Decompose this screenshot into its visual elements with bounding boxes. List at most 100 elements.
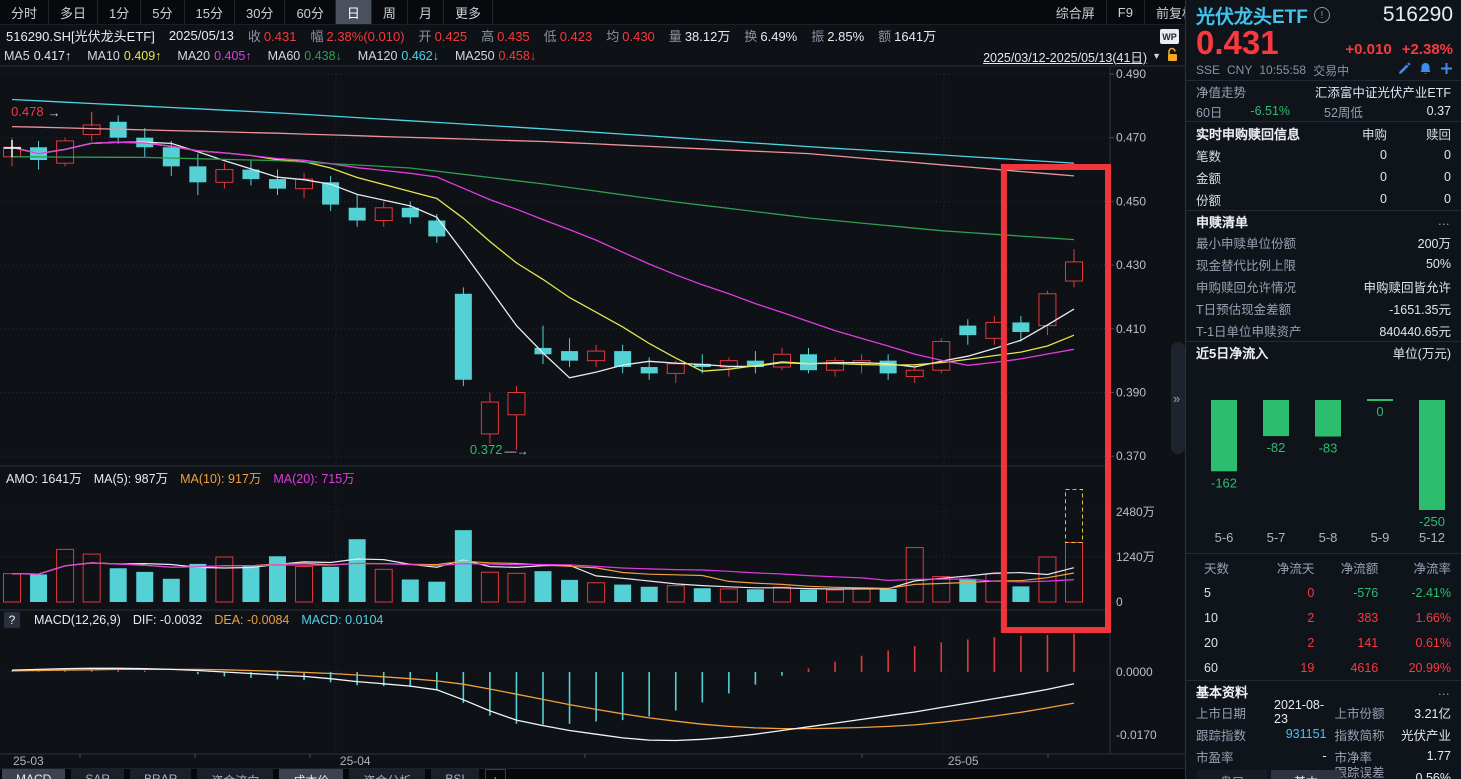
candle-body-down	[454, 293, 472, 380]
flow-header-净流率: 净流率	[1413, 561, 1451, 576]
exchange-label: SSE	[1196, 63, 1221, 77]
amount-bars	[3, 530, 1083, 603]
amo-item-label: MA(10):	[180, 472, 229, 486]
period-button-多日[interactable]: 多日	[49, 0, 99, 24]
d60-label: 60日	[1196, 105, 1223, 120]
flow-table-row: 60 19 4616 20.99%	[1186, 655, 1461, 680]
period-button-1分[interactable]: 1分	[98, 0, 142, 24]
quote-field-value: 0.435	[497, 28, 530, 44]
quote-field-value: 0.431	[263, 28, 297, 44]
shenshu-label: T-1日单位申赎资产	[1196, 324, 1302, 339]
ma-value: 0.438↓	[304, 49, 342, 63]
period-button-5分[interactable]: 5分	[141, 0, 185, 24]
indicator-tab-MACD[interactable]: MACD	[2, 769, 66, 779]
realtime-row: 金额 0 0	[1186, 166, 1461, 188]
month-label-25-03: 25-03	[13, 754, 44, 768]
date-range-selector[interactable]: 2025/03/12-2025/05/13(41日)	[983, 50, 1148, 65]
quote-field-value: 2.38%(0.010)	[326, 28, 405, 44]
quote-field-量: 量 38.12万	[669, 26, 731, 45]
macd-help-icon[interactable]: ?	[4, 612, 20, 628]
macd-name: MACD(12,26,9)	[34, 613, 121, 627]
unlock-icon[interactable]	[1166, 47, 1179, 65]
quote-field-振: 振 2.85%	[811, 26, 864, 45]
inflow-bar	[1315, 400, 1341, 437]
period-button-60分[interactable]: 60分	[285, 0, 336, 24]
shenshu-value: 申购赎回皆允许	[1363, 280, 1451, 295]
basic-label: 跟踪误差1Y	[1334, 765, 1385, 779]
panel-expand-handle[interactable]	[1171, 342, 1185, 454]
indicator-tab-成本价[interactable]: 成本价	[279, 769, 344, 779]
price-axis-label: 0.390	[1116, 386, 1146, 400]
period-button-周[interactable]: 周	[372, 0, 408, 24]
amo-item: AMO: 1641万	[6, 468, 82, 487]
flow-cell: 2	[1307, 635, 1315, 650]
add-plus-icon[interactable]	[1440, 62, 1453, 78]
candle-body-down	[614, 351, 632, 368]
edit-pencil-icon[interactable]	[1398, 62, 1411, 78]
flow-cell: 5	[1204, 585, 1211, 600]
quote-field-label: 换	[744, 28, 758, 44]
candle-body-down	[401, 207, 419, 218]
amo-item-value: 987万	[134, 472, 169, 486]
nav-label: 净值走势	[1196, 85, 1247, 100]
low-annotation-arrow: —→	[504, 444, 528, 458]
realtime-row: 份额 0 0	[1186, 188, 1461, 210]
info-icon[interactable]: !	[1313, 7, 1330, 23]
candlestick-chart[interactable]: 0.490 0.470 0.450 0.430 0.410 0.390 0.370 2480万…	[0, 0, 1185, 779]
panel-tab-盘口[interactable]: 盘口	[1197, 770, 1267, 779]
price-ma250-line	[11, 125, 1075, 177]
amount-axis-label: 0	[1116, 595, 1123, 609]
inflow-header: 近5日净流入 单位(万元)	[1186, 342, 1461, 362]
quote-field-label: 低	[543, 28, 557, 44]
period-button-更多[interactable]: 更多	[444, 0, 493, 24]
wp-badge-icon[interactable]: WP	[1160, 29, 1179, 44]
indicator-tab-+[interactable]: +	[484, 769, 506, 779]
flow-cell: 1.66%	[1415, 610, 1451, 625]
tool-button-F9[interactable]: F9	[1107, 0, 1145, 24]
inflow-value-label: -82	[1267, 440, 1286, 455]
more-ellipsis[interactable]: …	[1437, 684, 1451, 698]
candle-body-up	[905, 369, 924, 378]
indicator-tab-资金分析[interactable]: 资金分析	[349, 769, 426, 779]
indicator-tab-BSI[interactable]: BSI	[431, 769, 479, 779]
indicator-tab-SAR[interactable]: SAR	[71, 769, 125, 779]
amount-axis-label: 1240万	[1116, 550, 1155, 564]
panel-tab-基本[interactable]: 基本	[1271, 770, 1341, 779]
macd-axis-label: -0.0170	[1116, 728, 1157, 742]
amo-item-label: AMO:	[6, 472, 42, 486]
indicator-tab-资金流向[interactable]: 资金流向	[197, 769, 274, 779]
shenshu-row: 申购赎回允许情况 申购赎回皆允许	[1186, 275, 1461, 297]
ma-legend-MA10: MA10 0.409↑	[87, 49, 161, 63]
amo-item-label: MA(20):	[273, 472, 322, 486]
trading-status: 交易中	[1313, 63, 1350, 78]
shenshu-row: 最小申赎单位份额 200万	[1186, 231, 1461, 253]
inflow-value-label: 0	[1376, 404, 1383, 419]
indicator-tab-BRAR[interactable]: BRAR	[130, 769, 192, 779]
period-button-分时[interactable]: 分时	[0, 0, 50, 24]
candle-body-down	[879, 360, 897, 374]
candle-body-down	[959, 325, 977, 336]
ma-legend-bar: MA5 0.417↑ MA10 0.409↑ MA20 0.405↑ MA60 0.438↓ M…	[0, 46, 1189, 66]
period-button-月[interactable]: 月	[408, 0, 444, 24]
amo-item: MA(10): 917万	[180, 468, 261, 487]
basic-value: 931151	[1285, 727, 1327, 741]
shenshu-label: T日预估现金差额	[1196, 302, 1292, 317]
shenshu-row: T日预估现金差额 -1651.35元	[1186, 297, 1461, 319]
tool-button-综合屏[interactable]: 综合屏	[1045, 0, 1107, 24]
alert-bell-icon[interactable]	[1419, 62, 1432, 78]
period-button-30分[interactable]: 30分	[235, 0, 286, 24]
candle-body-up	[374, 207, 393, 222]
macd-legend-item: DEA: -0.0084	[214, 613, 290, 627]
basic-label: 市盈率	[1196, 750, 1234, 765]
price-ma20-line	[11, 141, 1075, 366]
flow-table-header-row: 天数 净流天 净流额 净流率	[1186, 554, 1461, 580]
shenshu-title: 申赎清单	[1196, 214, 1249, 230]
period-button-15分[interactable]: 15分	[185, 0, 235, 24]
caret-down-icon[interactable]: ▼	[1152, 51, 1161, 61]
period-button-日[interactable]: 日	[335, 0, 372, 24]
more-ellipsis[interactable]: …	[1437, 214, 1451, 228]
d60-value: -6.51%	[1250, 104, 1291, 118]
quote-field-value: 0.430	[622, 28, 655, 44]
change-percent: +2.38%	[1401, 41, 1453, 58]
candle-body-down	[640, 367, 658, 374]
